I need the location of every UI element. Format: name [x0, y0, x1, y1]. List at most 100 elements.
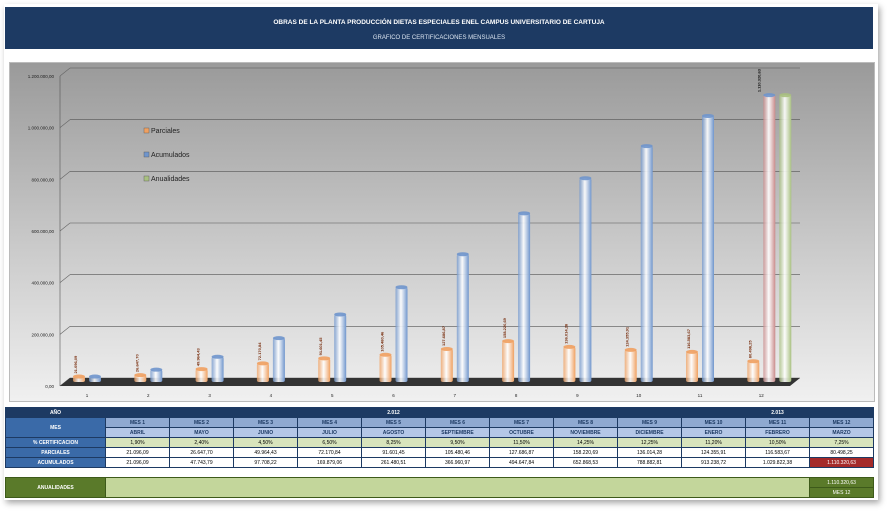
bar-cap [686, 349, 698, 354]
month-cell: MAYO [169, 427, 234, 438]
month-cell: SEPTIEMBRE [425, 427, 490, 438]
chart-svg: 0,00 200.000,00 400.000,00 600.000,00 800.00… [28, 67, 800, 398]
month-cell: MARZO [809, 427, 875, 438]
acumulados-cell: 652.868,53 [553, 457, 618, 468]
parciales-cell: 72.170,84 [297, 447, 362, 458]
bar-acumulados [272, 338, 285, 382]
data-label: 105.480,46 [380, 331, 385, 352]
anualidades-value: 1.110.320,63 [809, 477, 874, 488]
y-tick-label: 0,00 [45, 384, 54, 389]
legend-swatch [143, 175, 150, 182]
bar-cap [73, 374, 85, 379]
year-cell: 2.013 [681, 407, 875, 418]
year-row: AÑO 2.012 2.013 [5, 407, 875, 418]
bar-cap [518, 211, 531, 216]
parciales-cell: 158.220,69 [553, 447, 618, 458]
data-label: 72.170,84 [257, 342, 262, 361]
data-label: 127.686,87 [441, 325, 446, 346]
anualidades-label: ANUALIDADES [5, 477, 106, 498]
pct-cell: 11,20% [681, 437, 747, 448]
bar-parciales [563, 346, 576, 382]
bar-acumulados [702, 115, 714, 382]
year-cell: 2.012 [104, 407, 683, 418]
pct-cell: 4,50% [233, 437, 298, 448]
bar-cap [195, 367, 208, 372]
bar-cap [624, 347, 637, 352]
pct-cell: 10,50% [745, 437, 811, 448]
acumulados-cell: 169.879,06 [297, 457, 362, 468]
bar-cap [763, 93, 776, 98]
bar-acumulados [456, 254, 469, 382]
data-label: 116.583,67 [686, 328, 691, 349]
month-row: ABRIL MAYO JUNIO JULIO AGOSTO SEPTIEMBRE OCTUB… [6, 427, 875, 438]
data-table: AÑO 2.012 2.013 MES MES 1 MES 2 MES 3 MES 4 MES … [5, 407, 875, 468]
acumulados-cell: 97.708,22 [233, 457, 298, 468]
pct-row: % CERTIFICACION 1,90% 2,40% 4,50% 6,50% 8,25%… [5, 437, 875, 448]
parciales-cell: 124.355,91 [681, 447, 747, 458]
x-tick-label: 3 [208, 393, 211, 398]
parciales-cell: 91.601,45 [361, 447, 426, 458]
bar-parciales [256, 363, 269, 382]
month-cell: FEBRERO [745, 427, 811, 438]
pct-cell: 8,25% [361, 437, 426, 448]
bar-cap [89, 374, 101, 379]
parciales-cell: 136.014,28 [616, 447, 683, 458]
bar-cap [379, 352, 392, 357]
x-tick-label: 7 [454, 393, 457, 398]
y-tick-label: 1.000.000,00 [28, 126, 55, 131]
bar-acumulados [395, 287, 408, 382]
x-tick-label: 9 [576, 393, 579, 398]
acumulados-cell: 366.960,97 [425, 457, 490, 468]
parciales-cell: 26.647,70 [169, 447, 234, 458]
bar-cap [211, 354, 224, 359]
pct-cell: 7,25% [809, 437, 875, 448]
month-cell: NOVIEMBRE [553, 427, 618, 438]
acumulados-cell: 47.743,79 [169, 457, 234, 468]
gridline-diag [59, 326, 71, 335]
acumulados-cell: 788.882,81 [616, 457, 683, 468]
x-tick-label: 4 [270, 393, 273, 398]
mes-cell: MES 5 [361, 417, 426, 428]
report-header: OBRAS DE LA PLANTA PRODUCCIÓN DIETAS ESP… [5, 7, 873, 49]
x-tick-label: 11 [698, 393, 703, 398]
mes-cell: MES 2 [169, 417, 234, 428]
mes-label: MES [5, 417, 106, 438]
legend-label: Anualidades [151, 176, 190, 183]
month-cell: ABRIL [105, 427, 170, 438]
x-tick-label: 6 [392, 393, 395, 398]
pct-cell: 1,90% [105, 437, 170, 448]
parciales-row: PARCIALES 21.096,09 26.647,70 49.964,43 72.1… [5, 447, 875, 458]
mes-cell: MES 7 [489, 417, 554, 428]
pct-cell: 11,50% [489, 437, 554, 448]
acumulados-cell: 1.110.320,63 [809, 457, 875, 468]
data-label: 21.096,09 [73, 355, 78, 374]
x-tick-label: 10 [636, 393, 642, 398]
bar-cap [502, 339, 515, 344]
year-label: AÑO [5, 407, 106, 418]
mes-cell: MES 8 [553, 417, 618, 428]
bar-parciales [502, 341, 515, 382]
bar-cap [318, 356, 331, 361]
bar-cap [334, 312, 347, 317]
data-label: 158.220,69 [502, 317, 507, 338]
parciales-cell: 21.096,09 [105, 447, 170, 458]
chart-area[interactable] [9, 62, 875, 402]
bar-parciales [318, 358, 331, 382]
month-cell: JUNIO [233, 427, 298, 438]
gridline-diag [59, 67, 71, 77]
pct-cell: 14,25% [553, 437, 618, 448]
anualidades-mes: MES 12 [809, 487, 874, 498]
acumulados-row: ACUMULADOS 21.096,09 47.743,79 97.708,22 169… [5, 457, 875, 468]
y-tick-label: 200.000,00 [31, 332, 54, 337]
bar-cap [150, 367, 163, 372]
bar-acumulados [334, 314, 347, 382]
bar-cap [395, 285, 408, 290]
y-tick-label: 400.000,00 [31, 281, 54, 286]
x-tick-label: 1 [86, 393, 89, 398]
gridline-diag [59, 171, 71, 180]
bar-cap [440, 347, 453, 352]
bar-parciales [195, 369, 208, 382]
bar-acumulados [518, 213, 531, 382]
month-cell: OCTUBRE [489, 427, 554, 438]
pct-cell: 12,25% [616, 437, 683, 448]
